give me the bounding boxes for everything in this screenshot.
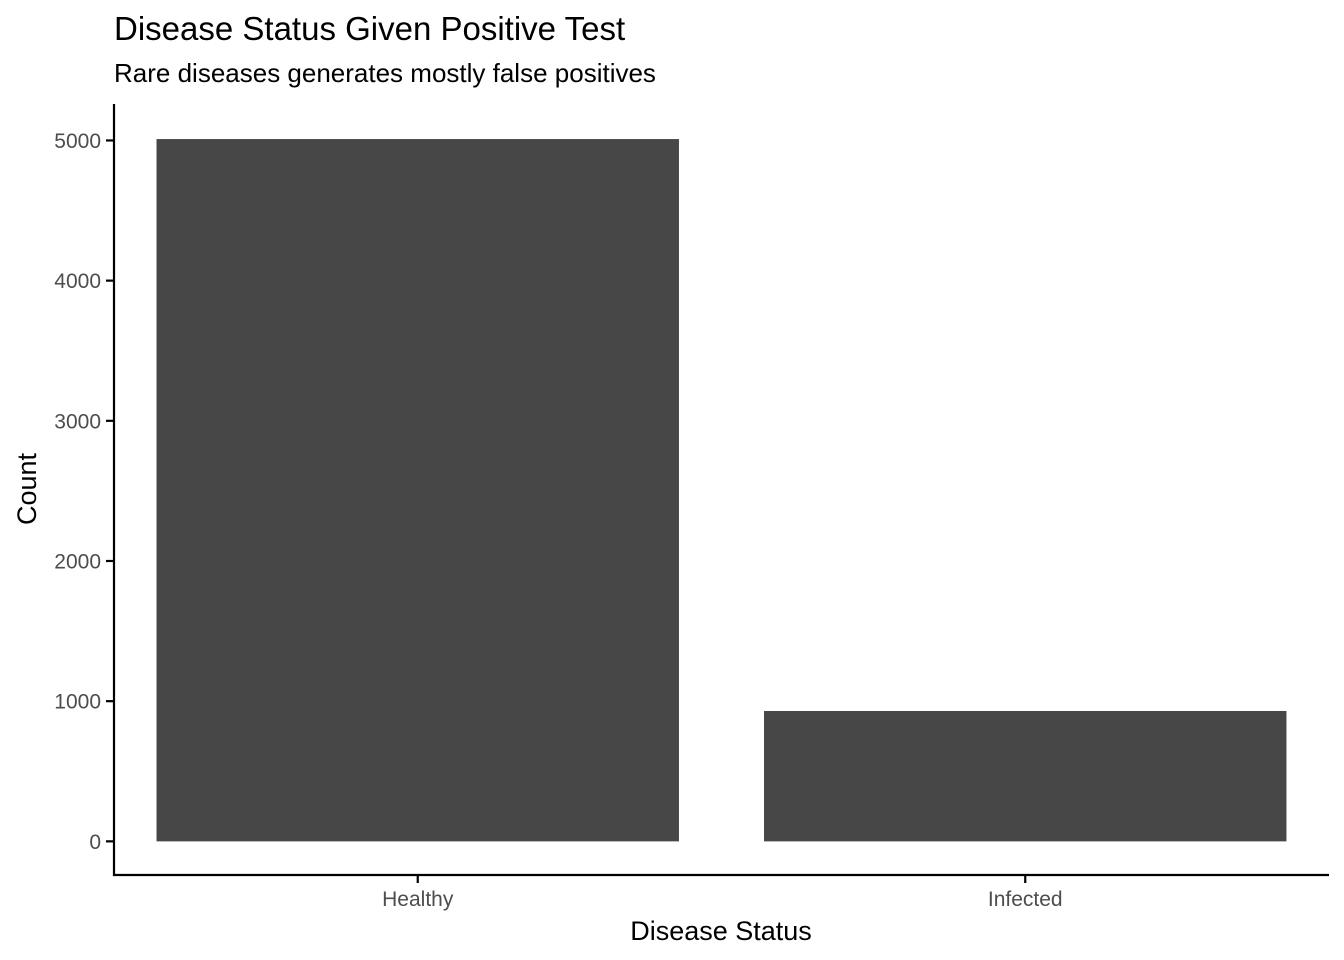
chart-subtitle: Rare diseases generates mostly false pos… — [114, 58, 656, 88]
x-tick-label: Healthy — [382, 888, 454, 911]
x-axis-title: Disease Status — [630, 916, 812, 946]
bar-infected — [764, 710, 1287, 842]
y-tick-label: 1000 — [54, 691, 101, 714]
y-tick-label: 0 — [89, 831, 101, 854]
y-tick-label: 5000 — [54, 130, 101, 153]
y-tick-label: 2000 — [54, 550, 101, 573]
y-tick-label: 4000 — [54, 270, 101, 293]
x-tick-label: Infected — [988, 888, 1063, 911]
y-axis-title: Count — [12, 452, 42, 525]
y-tick-label: 3000 — [54, 410, 101, 433]
chart-title: Disease Status Given Positive Test — [114, 10, 625, 47]
bar-healthy — [156, 139, 679, 842]
plot-area: Healthy Infected 0 1000 2000 3000 4000 5000 — [54, 130, 1287, 911]
